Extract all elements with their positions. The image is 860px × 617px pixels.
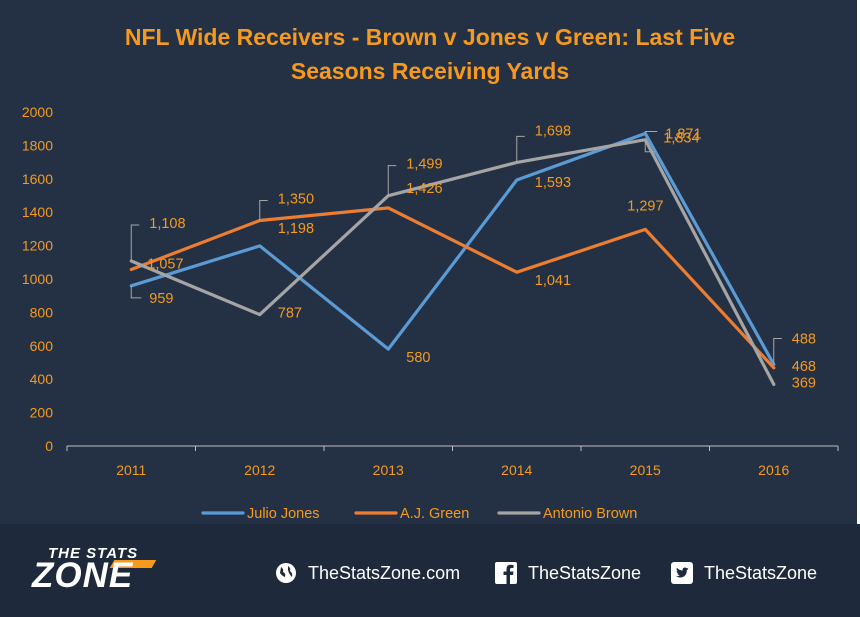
series-line-2 [129,138,776,386]
line-chart: 0 200 400 600 800 1000 1200 1400 1600 1800 2000 201… [22,104,839,522]
data-label-leader [130,285,142,299]
data-label-leader [387,165,397,196]
data-label-leader [516,135,525,163]
data-label: 1,834 [663,131,699,147]
chart-title: NFL Wide Receivers - Brown v Jones v Gre… [60,20,800,88]
data-label: 1,057 [147,256,183,272]
data-label: 369 [792,375,816,391]
y-tick-label: 1200 [22,238,53,254]
data-label: 1,871 [665,127,701,143]
y-tick-label: 0 [45,438,53,454]
data-label: 580 [406,350,430,366]
chart-panel [0,0,857,524]
y-tick-label: 1600 [22,171,53,187]
twitter-text: TheStatsZone [704,562,818,583]
data-label: 1,198 [278,221,314,237]
data-label: 959 [149,291,173,307]
y-tick-label: 1400 [22,204,53,220]
y-tick-label: 1000 [22,271,53,287]
data-label-leader [644,131,658,134]
x-tick-label: 2011 [116,462,146,478]
legend-label: Julio Jones [247,506,320,522]
x-tick-label: 2014 [501,462,532,478]
x-tick-label: 2016 [758,462,789,478]
x-tick-label: 2012 [244,462,275,478]
data-label: 1,297 [627,198,663,214]
data-label: 1,041 [535,273,571,289]
y-tick-label: 1800 [22,137,53,153]
website-link[interactable]: TheStatsZone.com [274,560,460,586]
y-tick-label: 2000 [22,104,53,120]
twitter-icon [671,562,693,584]
globe-icon [276,563,296,583]
series-line-1 [129,206,776,370]
y-tick-label: 200 [30,405,54,421]
y-tick-label: 400 [30,371,54,387]
website-text: TheStatsZone.com [308,562,461,583]
data-label: 468 [792,359,816,375]
facebook-text: TheStatsZone [528,562,642,583]
series-line-0 [129,131,776,367]
data-label: 1,108 [149,216,185,232]
y-tick-label: 600 [30,338,54,354]
y-tick-label: 800 [30,304,54,320]
facebook-icon [495,562,517,584]
legend-label: Antonio Brown [543,506,637,522]
x-tick-label: 2015 [630,462,661,478]
data-label: 488 [792,332,816,348]
legend-label: A.J. Green [400,506,469,522]
data-label: 1,350 [278,192,314,208]
data-label-leader [644,139,656,153]
footer-bar [0,524,860,617]
chart-title-line-1: NFL Wide Receivers - Brown v Jones v Gre… [124,24,736,50]
logo-text-main: ZONE [32,556,134,595]
data-label: 1,426 [406,181,442,197]
logo-text-top: THE STATS [48,545,139,562]
facebook-link[interactable]: TheStatsZone [494,560,641,586]
data-label: 787 [278,306,302,322]
data-label-leader [259,200,268,221]
data-label: 1,698 [535,123,571,139]
x-tick-label: 2013 [373,462,404,478]
data-label-leader [773,338,782,365]
chart-title-line-2: Seasons Receiving Yards [290,58,570,84]
data-label: 1,499 [406,157,442,173]
twitter-link[interactable]: TheStatsZone [670,560,817,586]
data-label: 1,593 [535,175,571,191]
data-label-leader [130,224,140,261]
